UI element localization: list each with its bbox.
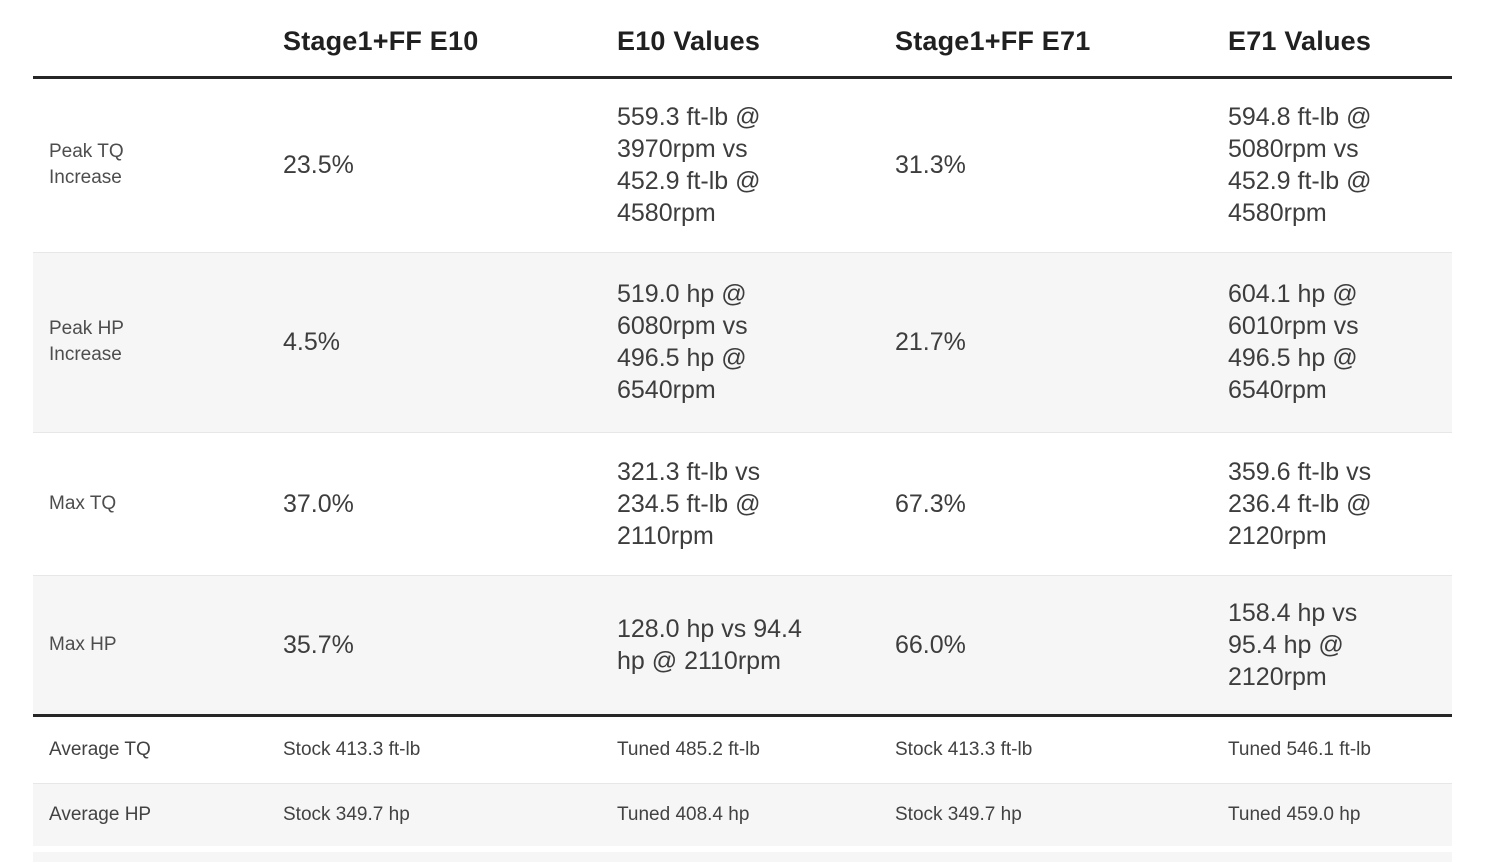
header-cell-e71-values: E71 Values bbox=[1212, 0, 1452, 79]
row-label: Max TQ bbox=[33, 431, 267, 575]
cell-e10-values: Tuned 408.4 hp bbox=[601, 782, 879, 846]
table-header-row: Stage1+FF E10 E10 Values Stage1+FF E71 E… bbox=[33, 0, 1452, 79]
cell-stage1-ff-e10: Stock 413.3 ft-lb bbox=[283, 738, 421, 760]
row-label: Peak HP Increase bbox=[33, 251, 267, 432]
header-cell-e10-values: E10 Values bbox=[601, 0, 879, 79]
cell-stage1-ff-e71: 66.0% bbox=[879, 574, 1212, 717]
row-label: Average TQ bbox=[49, 738, 151, 760]
next-row-cutoff-strip bbox=[33, 852, 1452, 862]
table-row-max-hp: Max HP 35.7% 128.0 hp vs 94.4 hp @ 2110r… bbox=[33, 574, 1452, 717]
dyno-comparison-table: Stage1+FF E10 E10 Values Stage1+FF E71 E… bbox=[33, 0, 1452, 846]
header-cell-stage1-ff-e71: Stage1+FF E71 bbox=[879, 0, 1212, 79]
cell-e10-values: 559.3 ft-lb @ 3970rpm vs 452.9 ft-lb @ 4… bbox=[617, 103, 761, 227]
cell-stage1-ff-e71: Stock 349.7 hp bbox=[879, 782, 1212, 846]
cell-stage1-ff-e10: Stock 349.7 hp bbox=[267, 782, 601, 846]
cell-stage1-ff-e71: 67.3% bbox=[879, 431, 1212, 575]
table-row-average-hp: Average HP Stock 349.7 hp Tuned 408.4 hp… bbox=[33, 782, 1452, 846]
row-label: Peak TQ Increase bbox=[49, 141, 124, 188]
table-row-max-tq: Max TQ 37.0% 321.3 ft-lb vs 234.5 ft-lb … bbox=[33, 431, 1452, 575]
cell-e10-values: 128.0 hp vs 94.4 hp @ 2110rpm bbox=[601, 574, 879, 717]
row-label: Max HP bbox=[33, 574, 267, 717]
cell-stage1-ff-e10: 23.5% bbox=[283, 151, 354, 179]
dyno-comparison-table-wrap: Stage1+FF E10 E10 Values Stage1+FF E71 E… bbox=[33, 0, 1452, 862]
cell-stage1-ff-e10: 37.0% bbox=[267, 431, 601, 575]
cell-e10-values: Tuned 485.2 ft-lb bbox=[617, 738, 760, 760]
cell-e71-values: 604.1 hp @ 6010rpm vs 496.5 hp @ 6540rpm bbox=[1212, 251, 1452, 432]
cell-stage1-ff-e71: Stock 413.3 ft-lb bbox=[895, 738, 1033, 760]
row-label: Average HP bbox=[33, 782, 267, 846]
cell-stage1-ff-e10: 4.5% bbox=[267, 251, 601, 432]
table-row-peak-tq-increase: Peak TQ Increase 23.5% 559.3 ft-lb @ 397… bbox=[33, 77, 1452, 252]
table-row-average-tq: Average TQ Stock 413.3 ft-lb Tuned 485.2… bbox=[33, 715, 1452, 783]
cell-e71-values: Tuned 459.0 hp bbox=[1212, 782, 1452, 846]
cell-e71-values: Tuned 546.1 ft-lb bbox=[1228, 738, 1371, 760]
cell-e10-values: 321.3 ft-lb vs 234.5 ft-lb @ 2110rpm bbox=[601, 431, 879, 575]
cell-stage1-ff-e10: 35.7% bbox=[267, 574, 601, 717]
cell-e71-values: 359.6 ft-lb vs 236.4 ft-lb @ 2120rpm bbox=[1212, 431, 1452, 575]
header-cell-empty bbox=[33, 0, 267, 79]
header-cell-stage1-ff-e10: Stage1+FF E10 bbox=[267, 0, 601, 79]
cell-e10-values: 519.0 hp @ 6080rpm vs 496.5 hp @ 6540rpm bbox=[601, 251, 879, 432]
cell-e71-values: 594.8 ft-lb @ 5080rpm vs 452.9 ft-lb @ 4… bbox=[1228, 103, 1372, 227]
cell-stage1-ff-e71: 21.7% bbox=[879, 251, 1212, 432]
cell-stage1-ff-e71: 31.3% bbox=[895, 151, 966, 179]
cell-e71-values: 158.4 hp vs 95.4 hp @ 2120rpm bbox=[1212, 574, 1452, 717]
table-row-peak-hp-increase: Peak HP Increase 4.5% 519.0 hp @ 6080rpm… bbox=[33, 251, 1452, 432]
